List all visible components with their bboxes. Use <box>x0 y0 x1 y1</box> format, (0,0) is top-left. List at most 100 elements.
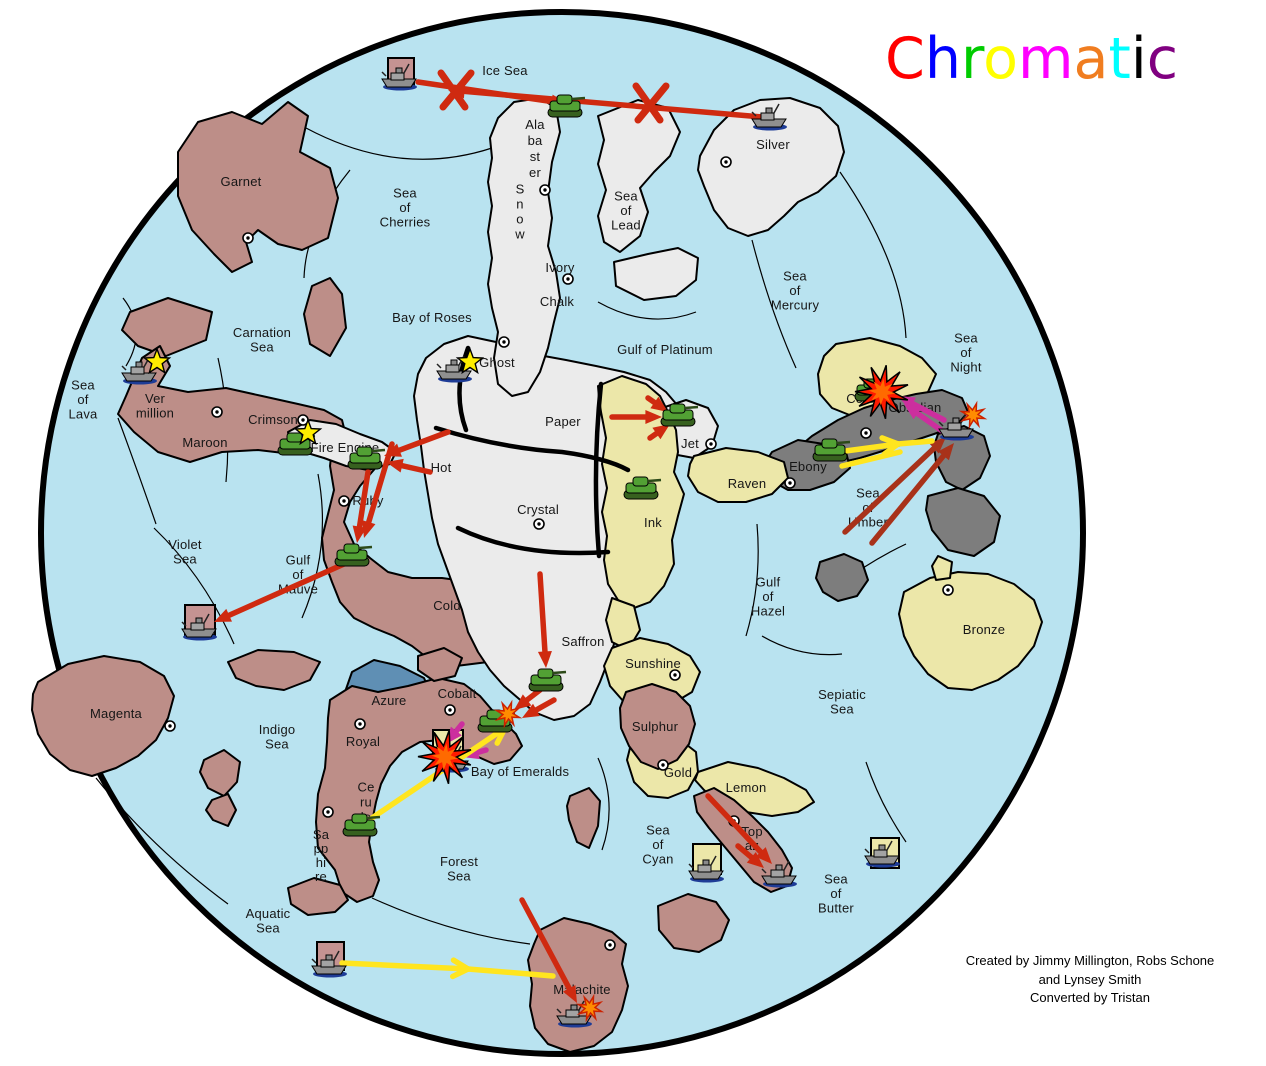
ship-unit[interactable] <box>751 103 787 131</box>
ship-unit[interactable] <box>556 1000 592 1028</box>
thick-border <box>457 345 471 433</box>
label-sea-of-mercury: Sea of Mercury <box>771 269 820 313</box>
region-cyan-island[interactable] <box>566 787 601 849</box>
label-azure: Azure <box>372 693 407 708</box>
region-sea-of-lead-islands[interactable] <box>597 99 681 253</box>
region-silver[interactable] <box>697 97 845 237</box>
ship-unit[interactable] <box>864 840 900 868</box>
ship-unit[interactable] <box>121 357 157 385</box>
region-carnation-island-west[interactable] <box>121 297 213 357</box>
region-indigo-island-1[interactable] <box>199 749 241 797</box>
explosion-marker <box>493 699 523 729</box>
label-lemon: Lemon <box>726 780 767 795</box>
red-move-arrow <box>645 395 668 412</box>
label-forest-sea: Forest Sea <box>440 854 478 884</box>
explosion-marker <box>575 993 605 1023</box>
supply-center <box>164 720 176 732</box>
region-violet-island-east[interactable] <box>417 647 463 682</box>
failed-move-x-marker <box>437 69 475 111</box>
ship-unit[interactable] <box>181 613 217 641</box>
tank-unit[interactable] <box>347 446 386 470</box>
label-alabaster: Ala ba st er <box>525 117 545 180</box>
ship-unit[interactable] <box>688 855 724 883</box>
explosion-core <box>868 378 896 406</box>
explosion-core <box>431 743 459 771</box>
region-violet-island-chain[interactable] <box>227 649 321 691</box>
tank-unit[interactable] <box>528 668 567 692</box>
region-carnation-island-east[interactable] <box>303 277 347 357</box>
sea-boundary <box>153 527 235 645</box>
region-aquatic-island[interactable] <box>287 877 349 916</box>
sea-boundary <box>745 523 759 637</box>
region-bronze-tip[interactable] <box>931 555 953 581</box>
title-letter: i <box>1130 26 1147 92</box>
yellow-move-arrow <box>895 438 935 447</box>
region-obsidian-east[interactable] <box>933 425 991 491</box>
sea-boundary <box>597 757 610 851</box>
ship-unit[interactable] <box>938 413 974 441</box>
supply-center <box>657 759 669 771</box>
supply-center <box>705 438 717 450</box>
ship-unit[interactable] <box>761 860 797 888</box>
label-ghost: Ghost <box>479 355 515 370</box>
supply-center <box>562 273 574 285</box>
red-move-arrow <box>647 424 670 441</box>
supply-center <box>604 939 616 951</box>
region-garnet[interactable] <box>177 101 339 273</box>
tank-unit[interactable] <box>334 543 373 567</box>
supply-center <box>720 156 732 168</box>
region-hazel-island[interactable] <box>815 553 869 602</box>
tank-unit[interactable] <box>547 94 586 118</box>
supply-center <box>539 184 551 196</box>
region-umber-island[interactable] <box>925 487 1001 557</box>
red-move-arrow <box>362 441 395 538</box>
thick-border <box>433 425 631 473</box>
ship-unit[interactable] <box>311 950 347 978</box>
credits-line-1: Created by Jimmy Millington, Robs Schone <box>965 953 1215 968</box>
label-ice-sea: Ice Sea <box>482 63 528 78</box>
supply-center <box>533 518 545 530</box>
red-move-arrow <box>352 469 371 543</box>
region-cobalt-royal-cerulean-sapphire[interactable] <box>315 677 523 903</box>
tank-unit[interactable] <box>623 476 662 500</box>
label-ink: Ink <box>644 515 662 530</box>
region-magenta[interactable] <box>31 655 175 777</box>
label-crimson: Crimson <box>248 412 298 427</box>
yellow-move-arrow <box>339 957 471 980</box>
title-letter: C <box>885 26 925 92</box>
star-marker <box>293 417 323 446</box>
supply-center <box>338 495 350 507</box>
tank-unit[interactable] <box>812 438 851 462</box>
tank-unit[interactable] <box>660 403 699 427</box>
supply-center <box>242 232 254 244</box>
label-paper: Paper <box>545 414 581 429</box>
label-hot: Hot <box>431 460 452 475</box>
red-move-arrow <box>522 697 557 718</box>
label-raven: Raven <box>728 476 767 491</box>
region-bronze[interactable] <box>898 571 1043 691</box>
region-platinum-island[interactable] <box>613 247 699 301</box>
region-indigo-island-2[interactable] <box>205 793 237 827</box>
ship-unit[interactable] <box>381 63 417 91</box>
label-bay-of-emeralds: Bay of Emeralds <box>471 764 570 779</box>
label-indigo-sea: Indigo Sea <box>259 722 296 752</box>
label-sea-of-cyan: Sea of Cyan <box>642 823 673 867</box>
red-move-arrow <box>214 561 347 622</box>
supply-center <box>498 336 510 348</box>
label-saffron: Saffron <box>561 634 604 649</box>
label-gulf-of-platinum: Gulf of Platinum <box>617 342 713 357</box>
region-sulphur[interactable] <box>619 683 696 770</box>
tank-unit[interactable] <box>342 813 381 837</box>
region-alabaster-snow-ivory-chalk[interactable] <box>487 97 561 397</box>
credits: Created by Jimmy Millington, Robs Schone… <box>900 952 1266 1008</box>
label-jet: Jet <box>681 436 699 451</box>
region-malachite-east-island[interactable] <box>657 893 730 953</box>
sea-boundary <box>839 171 907 339</box>
region-raven[interactable] <box>687 447 789 503</box>
label-bronze: Bronze <box>963 622 1005 637</box>
label-cobalt: Cobalt <box>438 686 477 701</box>
thick-border <box>593 381 604 559</box>
region-malachite[interactable] <box>527 917 629 1053</box>
